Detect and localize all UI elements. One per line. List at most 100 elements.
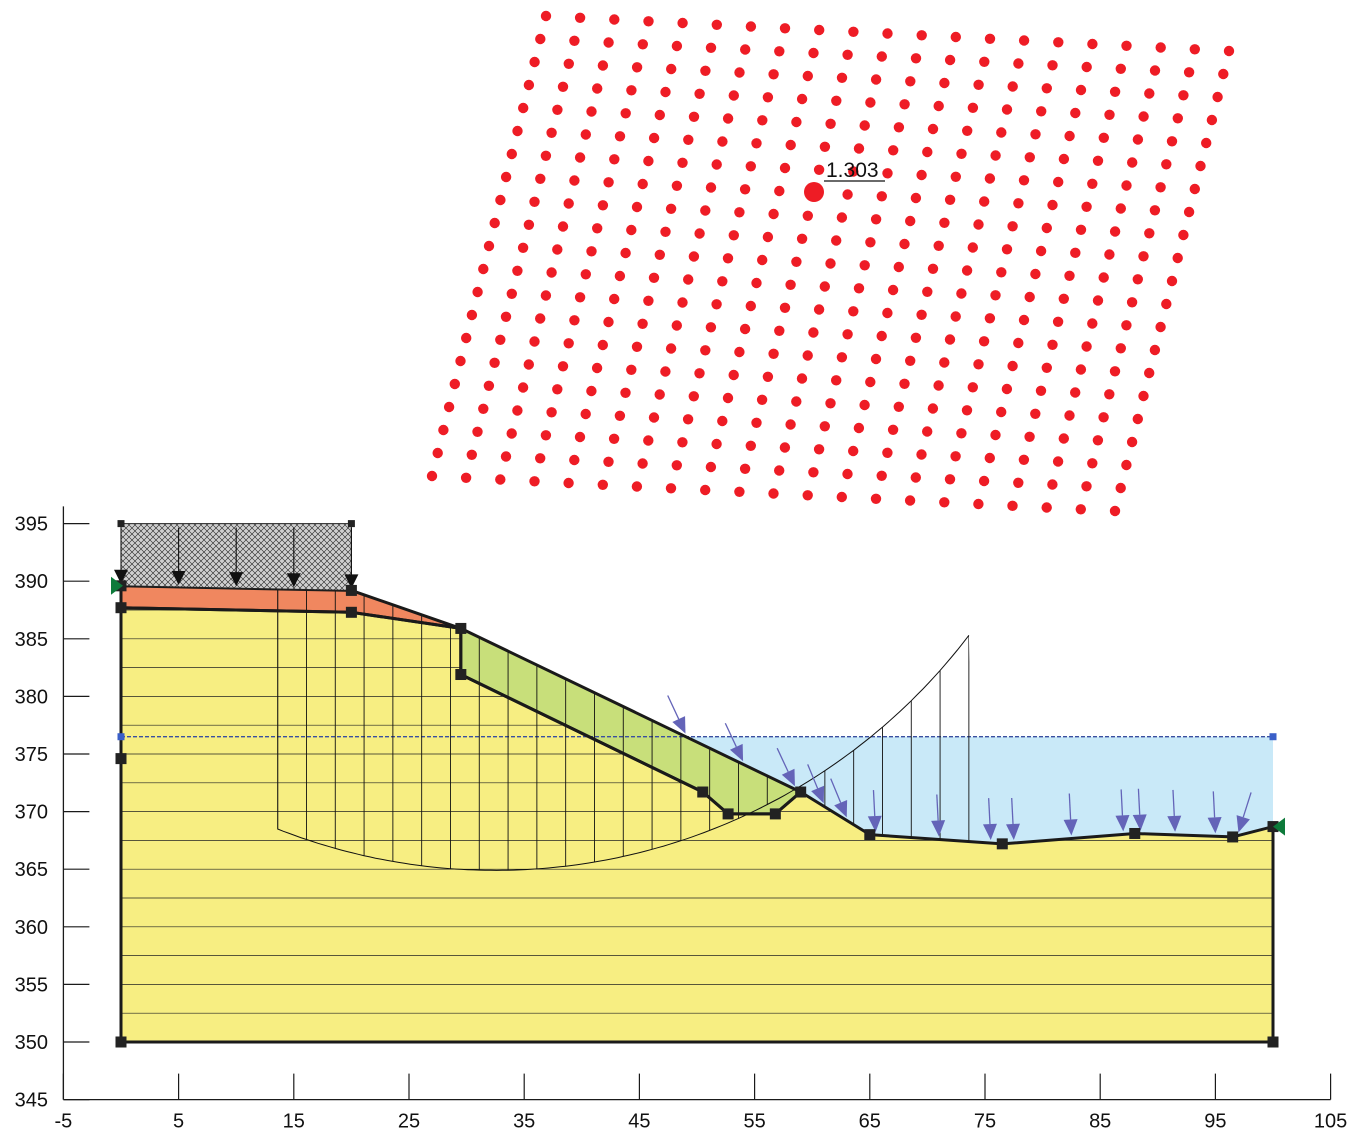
slip-center-point: [768, 208, 779, 220]
slip-center-point: [557, 221, 569, 232]
water-arrow-head: [1063, 819, 1078, 836]
slip-center-point: [984, 33, 996, 44]
slip-center-point: [518, 102, 529, 114]
slip-center-point: [677, 297, 688, 308]
slip-center-point: [910, 192, 922, 204]
x-tick-label: -5: [55, 1111, 73, 1133]
slip-center-point: [631, 341, 643, 352]
slip-center-point: [1132, 413, 1144, 425]
slip-center-point: [887, 284, 899, 296]
vertex-marker: [769, 808, 781, 820]
water-vertex-marker: [1269, 733, 1277, 741]
slip-center-point: [472, 426, 483, 437]
y-tick-label: 380: [15, 686, 48, 708]
slip-center-point: [648, 272, 660, 283]
slip-center-point: [876, 191, 887, 202]
slip-center-point: [614, 410, 626, 421]
slip-center-point: [1035, 245, 1047, 257]
slip-center-point: [944, 334, 956, 345]
slip-center-point: [671, 180, 683, 191]
slip-center-point: [666, 63, 677, 75]
water-arrow-shaft: [1068, 793, 1072, 820]
slip-center-point: [899, 99, 910, 110]
slip-center-point: [842, 329, 853, 340]
vertex-marker: [697, 786, 709, 798]
slip-center-point: [1041, 502, 1052, 513]
slip-center-point: [722, 253, 734, 264]
slip-center-point: [569, 315, 580, 326]
x-tick-label: 105: [1314, 1111, 1347, 1133]
slip-center-point: [762, 231, 774, 243]
slip-center-point: [1058, 433, 1070, 444]
slip-center-point: [944, 194, 956, 205]
vertex-marker: [455, 622, 467, 634]
slip-center-point: [1166, 275, 1178, 287]
water-arrow-shaft: [936, 794, 939, 821]
slip-center-point: [825, 258, 836, 269]
slip-center-point: [540, 290, 552, 301]
slip-center-point: [1058, 153, 1070, 165]
slip-center-point: [984, 452, 995, 464]
slip-center-point: [1189, 44, 1201, 55]
slip-center-point: [905, 355, 916, 366]
load-arrow-head: [114, 569, 128, 584]
slip-center-point: [529, 56, 540, 68]
slip-center-point: [831, 235, 842, 246]
slip-center-point: [967, 382, 978, 393]
slip-center-point: [950, 31, 961, 43]
slip-center-point: [916, 30, 927, 41]
slip-center-point: [535, 173, 546, 184]
slip-center-point: [1183, 67, 1195, 78]
slip-center-point: [779, 23, 791, 34]
slip-center-point: [449, 378, 460, 390]
critical-center: 1.303: [804, 159, 885, 202]
slip-center-point: [586, 106, 597, 117]
slip-center-point: [814, 24, 825, 36]
slip-center-point: [535, 33, 546, 45]
slip-center-point: [620, 387, 631, 398]
water-arrow-head: [931, 820, 946, 837]
slip-center-point: [791, 116, 802, 128]
slip-center-point: [1155, 321, 1166, 333]
slip-center-point: [500, 451, 512, 462]
slip-center-point: [961, 265, 973, 276]
slip-center-point: [609, 293, 620, 305]
slip-center-point: [648, 412, 660, 423]
slip-center-point: [455, 355, 466, 367]
slip-center-point: [1189, 183, 1201, 195]
slip-center-point: [603, 177, 614, 188]
slip-center-point: [865, 97, 876, 108]
slip-center-point: [626, 364, 637, 375]
slip-center-point: [500, 311, 512, 322]
slip-center-point: [802, 70, 813, 82]
slip-center-point: [1087, 178, 1098, 189]
slip-center-point: [774, 46, 785, 57]
slip-center-point: [665, 483, 677, 494]
slip-center-point: [1070, 247, 1081, 258]
slip-center-point: [512, 125, 523, 137]
slip-center-point: [688, 251, 700, 262]
slip-center-point: [506, 148, 517, 160]
vertex-marker-small: [117, 520, 125, 528]
slip-center-point: [614, 131, 626, 142]
slip-center-point: [552, 384, 563, 395]
slip-center-point: [808, 467, 819, 478]
water-arrow-shaft: [830, 778, 842, 803]
slip-center-point: [489, 357, 500, 368]
slip-center-point: [1115, 203, 1127, 214]
slip-center-point: [643, 16, 654, 27]
slip-center-point: [905, 215, 916, 227]
slip-center-point: [1104, 249, 1115, 260]
slip-center-point: [574, 431, 586, 443]
slip-center-point: [734, 67, 745, 78]
slip-center-point: [1126, 297, 1138, 308]
vertex-marker: [345, 606, 357, 618]
x-tick-label: 15: [283, 1111, 305, 1133]
slip-center-point: [637, 318, 648, 329]
slip-center-point: [944, 54, 956, 66]
slip-center-point: [882, 28, 893, 39]
slip-center-point: [626, 224, 637, 236]
slip-center-point: [517, 242, 529, 253]
water-arrow-head: [1115, 815, 1130, 832]
slip-center-point: [984, 173, 996, 184]
